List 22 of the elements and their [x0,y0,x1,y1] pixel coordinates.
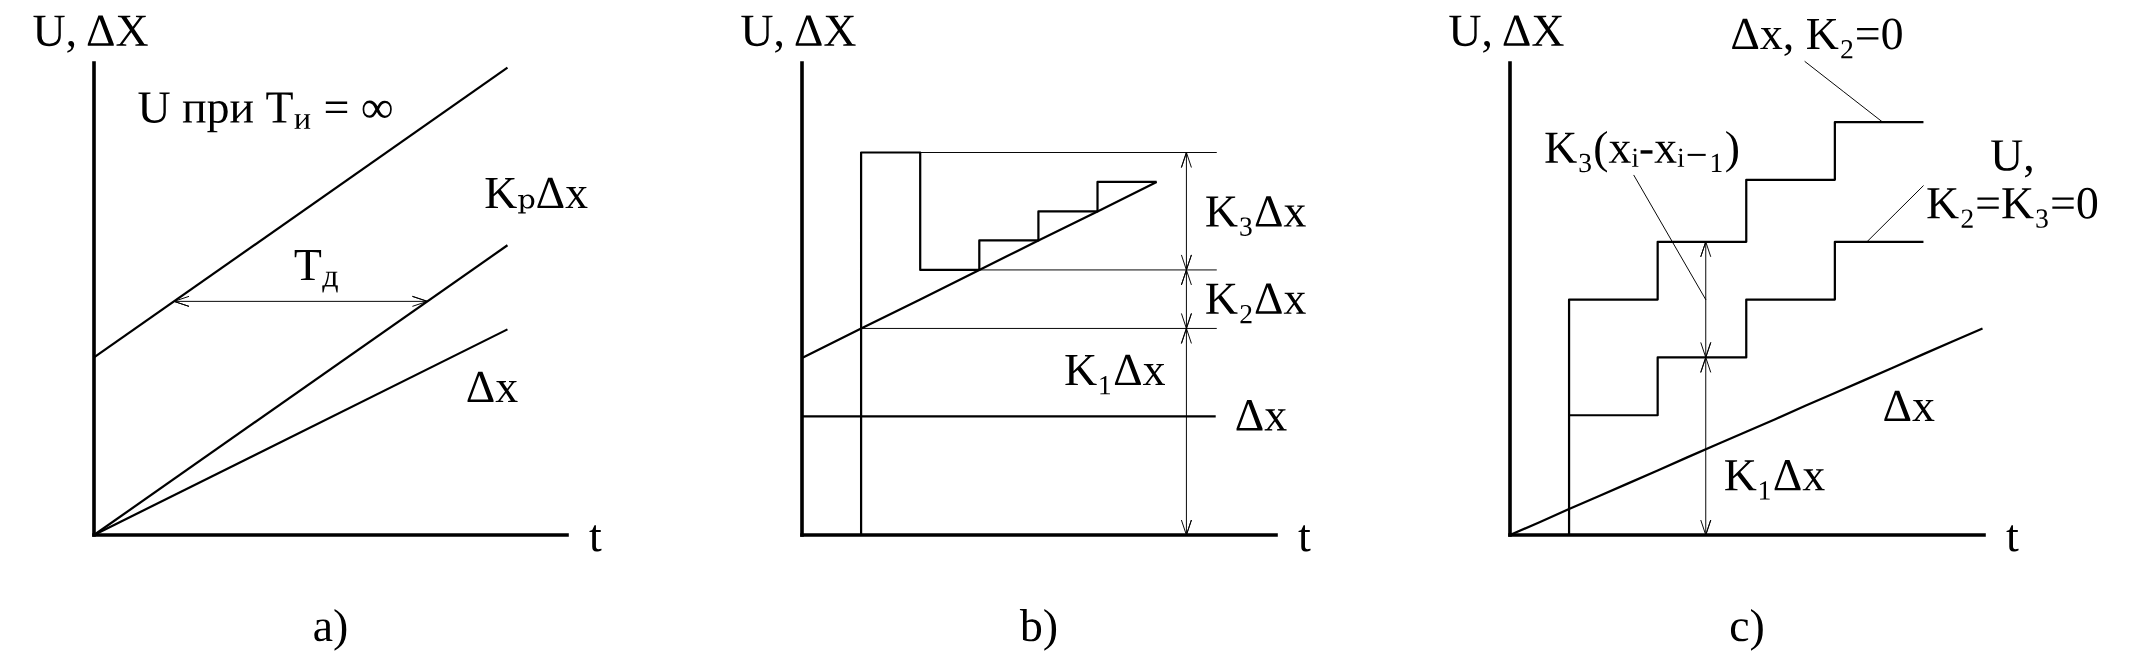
annotation: K₃(xᵢ-xᵢ₋₁) [1545,130,1738,173]
text: a) [314,609,347,651]
annotation: T$_{д}$ [294,250,338,293]
series-label: Δx [467,371,518,403]
series-label: U, K₂=K₃=0 [1927,140,2098,228]
annotation: K₃Δx [1206,196,1306,236]
series-label: Δx, K₂=0 [1732,18,1902,59]
x-axis-title: t [589,525,602,552]
series-label: KₚΔx [485,177,588,214]
y-axis-title: U, ΔX [1449,15,1564,53]
annotation: K₁Δx [1725,460,1825,500]
text: b) [1019,609,1057,651]
y-axis-title: U, ΔX [33,15,148,53]
y-axis-title: U, ΔX [741,15,856,53]
x-axis-title: t [2006,525,2019,552]
annotation: K₁Δx [1065,354,1165,395]
series-label: U при T$_{и}$ = ∞ [138,92,392,133]
annotation: K₂Δx [1206,283,1306,324]
text: c) [1730,609,1763,651]
x-axis-title: t [1298,525,1311,552]
series-label: Δx [1884,390,1935,421]
series-label: Δx [1236,400,1287,431]
